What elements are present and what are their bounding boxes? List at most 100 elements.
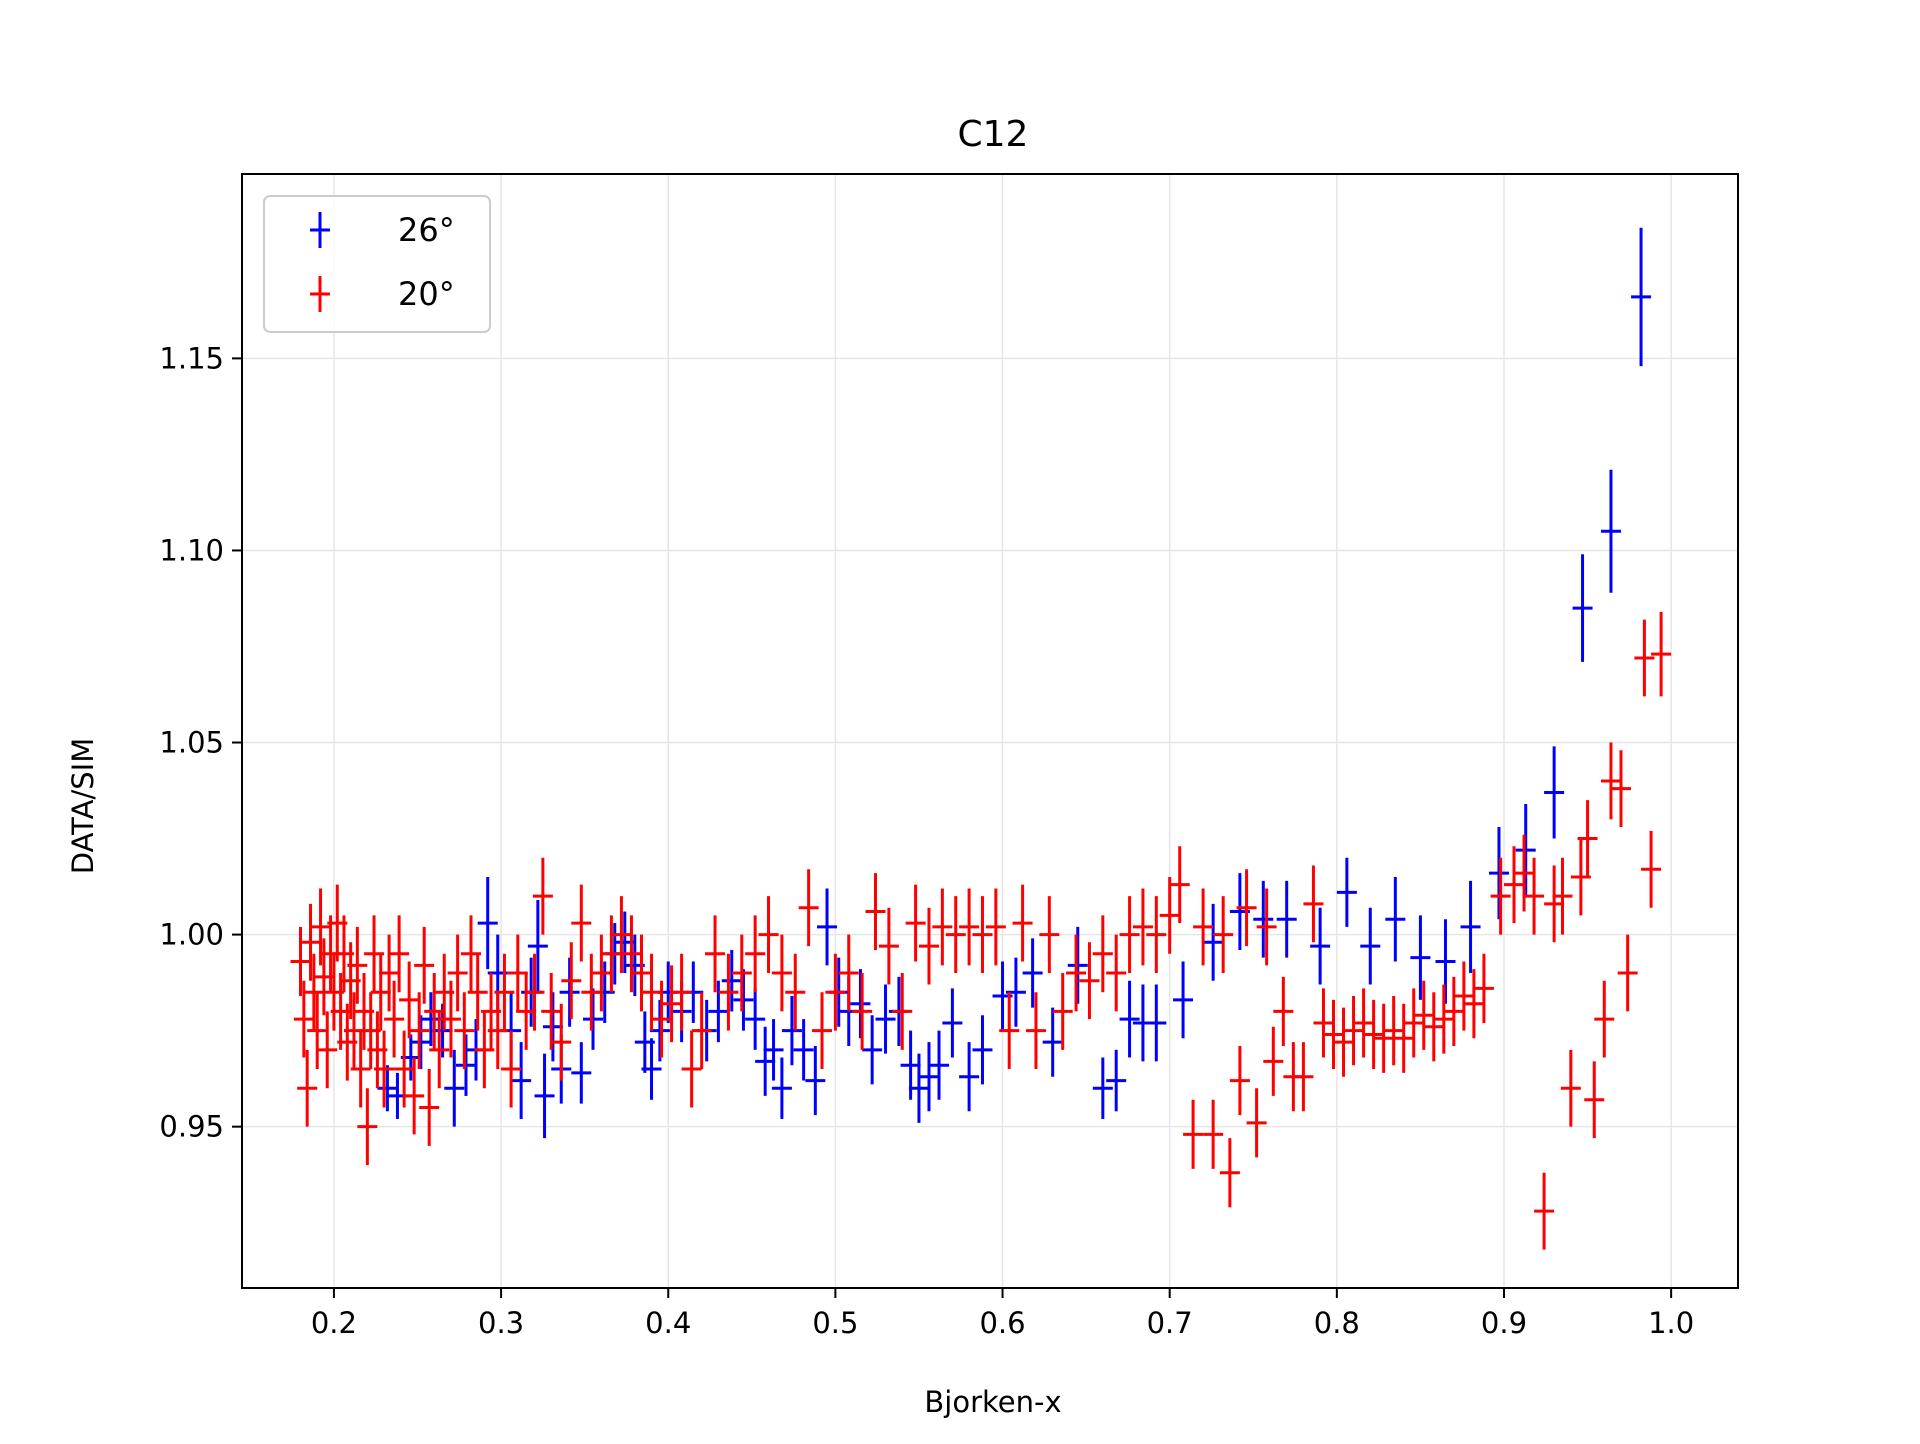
data-point xyxy=(424,973,445,1050)
data-point xyxy=(1323,999,1344,1070)
data-point xyxy=(1229,1045,1250,1116)
data-point xyxy=(651,980,672,1058)
data-point xyxy=(865,873,886,950)
grid xyxy=(242,174,1738,1288)
data-point xyxy=(1219,1138,1240,1208)
x-tick-label: 0.8 xyxy=(1314,1306,1360,1340)
data-point xyxy=(641,953,662,1031)
data-point xyxy=(1333,1007,1354,1077)
data-point xyxy=(1273,976,1294,1046)
data-point xyxy=(293,980,314,1058)
y-axis-ticks: 0.95 1.00 1.05 1.10 1.15 xyxy=(159,341,242,1144)
data-point xyxy=(798,869,819,947)
data-point xyxy=(1524,857,1545,935)
data-point xyxy=(389,915,410,993)
data-point xyxy=(641,1038,662,1100)
data-point xyxy=(1303,865,1324,943)
data-point xyxy=(561,942,582,1020)
data-point xyxy=(611,896,632,974)
data-point xyxy=(1385,876,1406,962)
data-point xyxy=(571,884,592,962)
data-point xyxy=(419,1069,440,1146)
x-tick-label: 0.9 xyxy=(1481,1306,1527,1340)
data-point xyxy=(621,915,642,993)
data-point xyxy=(785,953,806,1031)
data-point xyxy=(718,953,739,1031)
data-point xyxy=(1203,903,1224,981)
data-point xyxy=(1651,611,1672,697)
y-tick-label: 1.10 xyxy=(159,533,224,567)
data-point xyxy=(1641,830,1662,908)
y-axis-label: DATA/SIM xyxy=(66,738,100,874)
series-blue xyxy=(377,227,1652,1139)
data-point xyxy=(1293,1042,1314,1112)
data-point xyxy=(892,973,913,1050)
data-points xyxy=(290,227,1672,1250)
data-point xyxy=(1552,857,1573,935)
data-point xyxy=(1092,915,1113,993)
y-tick-label: 0.95 xyxy=(159,1110,224,1144)
data-point xyxy=(731,934,752,1012)
x-tick-label: 0.4 xyxy=(645,1306,691,1340)
data-point xyxy=(1039,896,1060,974)
data-point xyxy=(399,961,420,1039)
data-point xyxy=(542,992,563,1062)
data-point xyxy=(942,988,963,1058)
data-point xyxy=(1504,846,1525,924)
data-point xyxy=(959,1042,980,1112)
data-point xyxy=(1600,469,1621,593)
data-point xyxy=(985,888,1006,966)
data-point xyxy=(1276,880,1297,958)
data-point xyxy=(290,926,311,997)
data-point xyxy=(1119,980,1140,1058)
data-point xyxy=(1067,926,1088,1004)
data-point xyxy=(1336,857,1357,927)
data-point xyxy=(1435,919,1456,1004)
data-point xyxy=(1066,934,1087,1012)
data-point xyxy=(1443,976,1464,1046)
data-point xyxy=(440,980,461,1058)
data-point xyxy=(379,934,400,1012)
data-point xyxy=(317,1011,338,1089)
legend-entry: 20° xyxy=(310,275,455,313)
legend-label: 26° xyxy=(398,211,455,249)
data-point xyxy=(905,884,926,962)
data-point xyxy=(527,900,548,993)
data-point xyxy=(357,1088,378,1166)
data-point xyxy=(1423,992,1444,1062)
data-point xyxy=(559,957,580,1027)
x-tick-label: 0.7 xyxy=(1147,1306,1193,1340)
data-point xyxy=(1610,750,1631,828)
data-point xyxy=(755,1026,776,1096)
data-point xyxy=(511,1042,532,1119)
data-point xyxy=(1572,554,1593,662)
data-point xyxy=(671,953,692,1031)
legend-label: 20° xyxy=(398,275,455,313)
data-point xyxy=(1106,1049,1127,1112)
x-tick-label: 0.5 xyxy=(812,1306,858,1340)
x-tick-label: 0.2 xyxy=(311,1306,357,1340)
data-point xyxy=(377,1065,398,1112)
data-point xyxy=(303,953,324,1031)
data-point xyxy=(1460,880,1481,974)
data-point xyxy=(1012,884,1033,962)
data-point xyxy=(631,934,652,1012)
data-point xyxy=(1106,934,1127,1012)
data-point xyxy=(878,907,899,985)
data-point xyxy=(1119,896,1140,974)
data-point xyxy=(691,992,712,1070)
data-point xyxy=(1544,746,1565,839)
data-point xyxy=(721,949,742,1012)
data-point xyxy=(781,996,802,1066)
data-point xyxy=(875,984,896,1054)
data-point xyxy=(1132,888,1153,966)
data-point xyxy=(1473,953,1494,1023)
data-point xyxy=(825,953,846,1031)
data-point xyxy=(1092,1057,1113,1119)
data-point xyxy=(1410,915,1431,1000)
data-point xyxy=(1393,1003,1414,1073)
data-point xyxy=(551,1003,572,1081)
data-point xyxy=(1079,942,1100,1020)
data-point xyxy=(1634,619,1655,697)
